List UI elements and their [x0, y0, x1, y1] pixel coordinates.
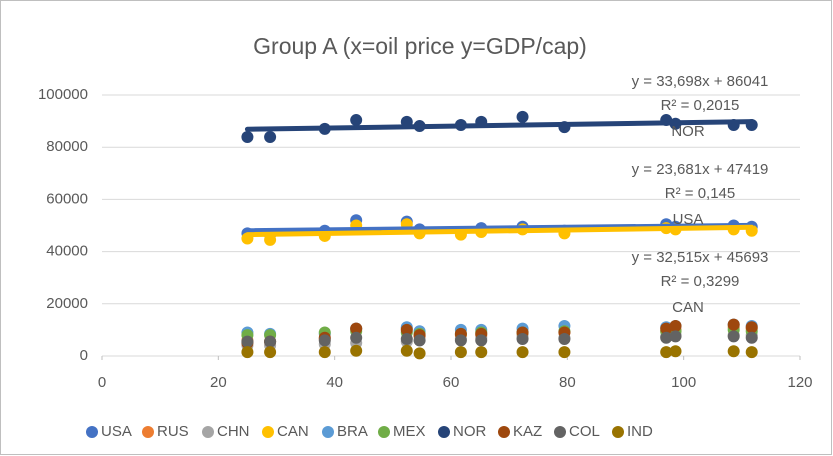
data-point: [516, 346, 529, 359]
data-point: [264, 131, 277, 144]
legend-marker: [86, 426, 98, 438]
y-tick-label: 80000: [46, 138, 88, 155]
trendline-equation: y = 32,515x + 45693: [632, 249, 769, 266]
data-point: [454, 334, 467, 347]
x-tick-label: 60: [443, 374, 460, 391]
legend-marker: [142, 426, 154, 438]
x-tick-label: 40: [326, 374, 343, 391]
data-point: [241, 346, 254, 359]
x-tick-label: 20: [210, 374, 227, 391]
legend-marker: [438, 426, 450, 438]
data-point: [264, 346, 277, 359]
legend-label: NOR: [453, 423, 487, 440]
trendline-name: USA: [673, 211, 704, 228]
legend-marker: [262, 426, 274, 438]
data-point: [318, 346, 331, 359]
data-point: [745, 346, 758, 359]
data-point: [241, 131, 254, 144]
y-tick-label: 20000: [46, 295, 88, 312]
legend-label: USA: [101, 423, 132, 440]
y-tick-label: 0: [80, 347, 88, 364]
data-point: [400, 323, 413, 336]
data-point: [350, 114, 363, 127]
legend-label: IND: [627, 423, 653, 440]
data-point: [350, 331, 363, 344]
data-point: [400, 344, 413, 357]
data-point: [454, 346, 467, 359]
trendline-r2: R² = 0,2015: [661, 97, 740, 114]
data-point: [669, 319, 682, 332]
data-point: [660, 331, 673, 344]
data-point: [264, 335, 277, 348]
trendline-equation: y = 23,681x + 47419: [632, 161, 769, 178]
data-point: [264, 233, 277, 246]
data-point: [516, 110, 529, 123]
data-point: [413, 347, 426, 360]
data-point: [400, 333, 413, 346]
data-point: [516, 333, 529, 346]
legend-marker: [202, 426, 214, 438]
legend-marker: [322, 426, 334, 438]
data-point: [727, 330, 740, 343]
data-point: [727, 345, 740, 358]
legend-label: MEX: [393, 423, 426, 440]
y-tick-label: 100000: [38, 86, 88, 103]
data-point: [350, 344, 363, 357]
y-tick-label: 60000: [46, 190, 88, 207]
x-tick-label: 120: [787, 374, 812, 391]
data-point: [558, 346, 571, 359]
data-point: [318, 334, 331, 347]
data-point: [475, 334, 488, 347]
trendline-name: CAN: [672, 299, 704, 316]
data-point: [350, 322, 363, 335]
data-point: [475, 346, 488, 359]
chart-title: Group A (x=oil price y=GDP/cap): [253, 33, 587, 59]
legend-marker: [612, 426, 624, 438]
legend-label: BRA: [337, 423, 368, 440]
trendline-r2: R² = 0,3299: [661, 273, 740, 290]
legend-label: CHN: [217, 423, 250, 440]
data-point: [660, 322, 673, 335]
trendline: [244, 119, 755, 132]
trendline-r2: R² = 0,145: [665, 185, 735, 202]
x-tick-label: 80: [559, 374, 576, 391]
trendline-equation: y = 33,698x + 86041: [632, 73, 769, 90]
legend-label: CAN: [277, 423, 309, 440]
legend-marker: [498, 426, 510, 438]
data-point: [745, 321, 758, 334]
legend-marker: [554, 426, 566, 438]
legend-marker: [378, 426, 390, 438]
data-point: [241, 335, 254, 348]
legend-label: KAZ: [513, 423, 542, 440]
data-point: [660, 346, 673, 359]
x-tick-label: 0: [98, 374, 106, 391]
y-tick-label: 40000: [46, 243, 88, 260]
data-point: [745, 331, 758, 344]
data-point: [727, 318, 740, 331]
data-point: [413, 334, 426, 347]
x-tick-label: 100: [671, 374, 696, 391]
trendline-name: NOR: [671, 123, 705, 140]
legend-label: RUS: [157, 423, 189, 440]
legend-label: COL: [569, 423, 600, 440]
data-point: [669, 330, 682, 343]
trendline: [244, 224, 755, 238]
data-point: [669, 345, 682, 358]
data-point: [558, 333, 571, 346]
